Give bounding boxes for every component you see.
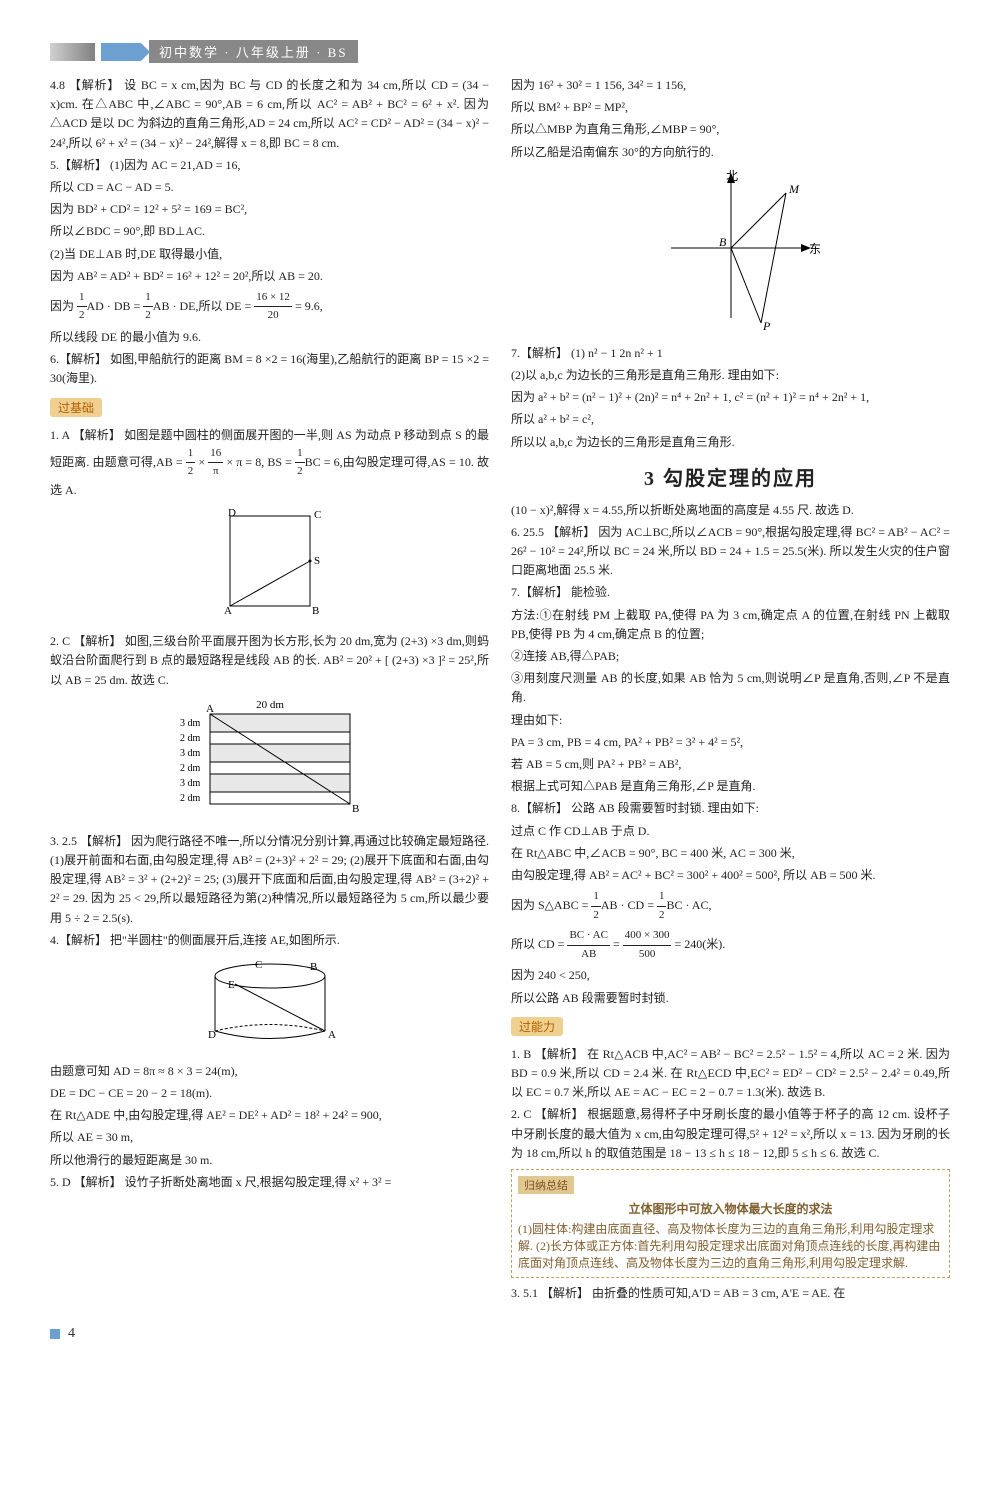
text: PA = 3 cm, PB = 4 cm, PA² + PB² = 3² + 4…	[511, 733, 950, 752]
section-basic: 过基础	[50, 398, 102, 417]
svg-text:A: A	[224, 605, 232, 617]
text: ③用刻度尺测量 AB 的长度,如果 AB 恰为 5 cm,则说明∠P 是直角,否…	[511, 669, 950, 707]
summary-box: 归纳总结 立体图形中可放入物体最大长度的求法 (1)圆柱体:构建由底面直径、高及…	[511, 1169, 950, 1278]
text: DE = DC − CE = 20 − 2 = 18(m).	[50, 1084, 489, 1103]
svg-text:C: C	[314, 509, 321, 521]
svg-text:B: B	[312, 605, 319, 617]
text: 理由如下:	[511, 711, 950, 730]
text: (2)当 DE⊥AB 时,DE 取得最小值,	[50, 245, 489, 264]
svg-text:P: P	[762, 319, 771, 333]
text: 过点 C 作 CD⊥AB 于点 D.	[511, 822, 950, 841]
svg-text:北: 北	[726, 169, 738, 183]
text: 所以 AE = 30 m,	[50, 1128, 489, 1147]
svg-text:2 dm: 2 dm	[180, 733, 201, 744]
left-column: 4.8 【解析】 设 BC = x cm,因为 BC 与 CD 的长度之和为 3…	[50, 73, 489, 1306]
ability-3: 3. 5.1 【解析】 由折叠的性质可知,A'D = AB = 3 cm, A'…	[511, 1284, 950, 1303]
svg-text:E: E	[228, 979, 235, 991]
svg-text:A: A	[328, 1029, 336, 1041]
svg-text:东: 东	[809, 242, 821, 256]
text: 根据上式可知△PAB 是直角三角形,∠P 是直角.	[511, 777, 950, 796]
svg-text:3 dm: 3 dm	[180, 718, 201, 729]
svg-text:2 dm: 2 dm	[180, 763, 201, 774]
text: 由勾股定理,得 AB² = AC² + BC² = 300² + 400² = …	[511, 866, 950, 885]
text: (10 − x)²,解得 x = 4.55,所以折断处离地面的高度是 4.55 …	[511, 501, 950, 520]
ability-1: 1. B 【解析】 在 Rt△ACB 中,AC² = AB² − BC² = 2…	[511, 1045, 950, 1103]
text: 因为 BD² + CD² = 12² + 5² = 169 = BC²,	[50, 200, 489, 219]
text: 由题意可知 AD = 8π ≈ 8 × 3 = 24(m),	[50, 1062, 489, 1081]
header-subject: 初中数学 · 八年级上册 · BS	[149, 40, 358, 63]
text: ②连接 AB,得△PAB;	[511, 647, 950, 666]
text: 所以公路 AB 段需要暂时封锁.	[511, 989, 950, 1008]
svg-text:C: C	[255, 959, 262, 971]
text: 所以∠BDC = 90°,即 BD⊥AC.	[50, 222, 489, 241]
problem-5-1: 5.【解析】 (1)因为 AC = 21,AD = 16,	[50, 156, 489, 175]
svg-text:20 dm: 20 dm	[256, 699, 284, 711]
figure-compass: 北 东 M B P	[511, 168, 950, 338]
text: 因为 12AD · DB = 12AB · DE,所以 DE = 16 × 12…	[50, 289, 489, 325]
q1: 1. A 【解析】 如图是题中圆柱的侧面展开图的一半,则 AS 为动点 P 移动…	[50, 426, 489, 501]
footer-square-icon	[50, 1329, 60, 1339]
text: 在 Rt△ADE 中,由勾股定理,得 AE² = DE² + AD² = 18²…	[50, 1106, 489, 1125]
text: 所以以 a,b,c 为边长的三角形是直角三角形.	[511, 433, 950, 452]
svg-text:B: B	[352, 803, 359, 815]
box-content: (1)圆柱体:构建由底面直径、高及物体长度为三边的直角三角形,利用勾股定理求解.…	[518, 1220, 943, 1271]
text: 所以 a² + b² = c²,	[511, 410, 950, 429]
text: 因为 AB² = AD² + BD² = 16² + 12² = 20²,所以 …	[50, 267, 489, 286]
text: 所以 CD = AC − AD = 5.	[50, 178, 489, 197]
svg-text:S: S	[314, 555, 320, 567]
text: 因为 16² + 30² = 1 156, 34² = 1 156,	[511, 76, 950, 95]
svg-text:B: B	[310, 961, 317, 973]
ability-2: 2. C 【解析】 根据题意,易得杯子中牙刷长度的最小值等于杯子的高 12 cm…	[511, 1105, 950, 1163]
problem-7b: 7.【解析】 能检验.	[511, 583, 950, 602]
section-3-title: 3 勾股定理的应用	[511, 462, 950, 491]
text: 所以线段 DE 的最小值为 9.6.	[50, 328, 489, 347]
problem-7: 7.【解析】 (1) n² − 1 2n n² + 1	[511, 344, 950, 363]
problem-4-8: 4.8 【解析】 设 BC = x cm,因为 BC 与 CD 的长度之和为 3…	[50, 76, 489, 153]
header-arrow-icon	[101, 43, 141, 61]
svg-text:3 dm: 3 dm	[180, 748, 201, 759]
svg-text:2 dm: 2 dm	[180, 793, 201, 804]
text: 所以△MBP 为直角三角形,∠MBP = 90°,	[511, 120, 950, 139]
problem-8: 8.【解析】 公路 AB 段需要暂时封锁. 理由如下:	[511, 799, 950, 818]
svg-text:D: D	[228, 507, 236, 519]
page-header: 初中数学 · 八年级上册 · BS	[50, 40, 950, 63]
text: 所以 BM² + BP² = MP²,	[511, 98, 950, 117]
box-heading: 立体图形中可放入物体最大长度的求法	[518, 1200, 943, 1217]
q5: 5. D 【解析】 设竹子折断处离地面 x 尺,根据勾股定理,得 x² + 3²…	[50, 1173, 489, 1192]
q2: 2. C 【解析】 如图,三级台阶平面展开图为长方形,长为 20 dm,宽为 (…	[50, 632, 489, 690]
figure-half-cylinder: C B E D A	[50, 956, 489, 1056]
text: 因为 S△ABC = 12AB · CD = 12BC · AC,	[511, 888, 950, 924]
page-footer: 4	[50, 1326, 950, 1342]
text: 方法:①在射线 PM 上截取 PA,使得 PA 为 3 cm,确定点 A 的位置…	[511, 606, 950, 644]
header-stripe	[50, 43, 95, 61]
q4: 4.【解析】 把"半圆柱"的侧面展开后,连接 AE,如图所示.	[50, 931, 489, 950]
text: 所以 CD = BC · ACAB = 400 × 300500 = 240(米…	[511, 927, 950, 963]
text: 所以乙船是沿南偏东 30°的方向航行的.	[511, 143, 950, 162]
figure-cylinder: D C S A B	[50, 506, 489, 626]
box-title: 归纳总结	[518, 1176, 574, 1194]
svg-text:M: M	[788, 182, 800, 196]
svg-text:3 dm: 3 dm	[180, 778, 201, 789]
right-column: 因为 16² + 30² = 1 156, 34² = 1 156, 所以 BM…	[511, 73, 950, 1306]
problem-6-25: 6. 25.5 【解析】 因为 AC⊥BC,所以∠ACB = 90°,根据勾股定…	[511, 523, 950, 581]
section-ability: 过能力	[511, 1017, 563, 1036]
text: 若 AB = 5 cm,则 PA² + PB² = AB²,	[511, 755, 950, 774]
svg-text:D: D	[208, 1029, 216, 1041]
text: (2)以 a,b,c 为边长的三角形是直角三角形. 理由如下:	[511, 366, 950, 385]
text: 因为 a² + b² = (n² − 1)² + (2n)² = n⁴ + 2n…	[511, 388, 950, 407]
figure-stairs: 20 dm 3 dm 2 dm 3 dm 2 dm 3 dm 2 dm A B	[50, 696, 489, 826]
problem-6: 6.【解析】 如图,甲船航行的距离 BM = 8 ×2 = 16(海里),乙船航…	[50, 350, 489, 388]
page-number: 4	[68, 1326, 75, 1342]
text: 因为 240 < 250,	[511, 966, 950, 985]
svg-text:B: B	[719, 235, 727, 249]
svg-text:A: A	[206, 703, 214, 715]
q3: 3. 2.5 【解析】 因为爬行路径不唯一,所以分情况分别计算,再通过比较确定最…	[50, 832, 489, 928]
text: 在 Rt△ABC 中,∠ACB = 90°, BC = 400 米, AC = …	[511, 844, 950, 863]
text: 所以他滑行的最短距离是 30 m.	[50, 1151, 489, 1170]
